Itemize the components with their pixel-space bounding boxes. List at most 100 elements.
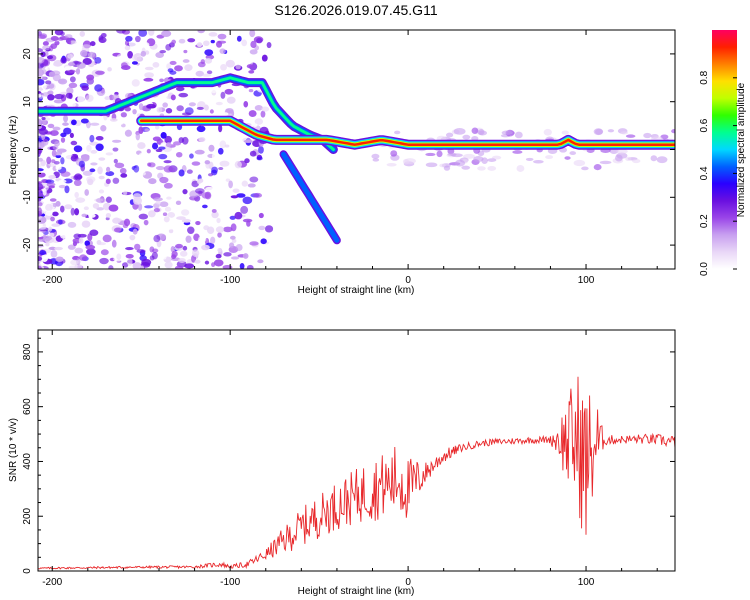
noise-speckle xyxy=(82,57,92,65)
noise-speckle xyxy=(164,261,173,269)
noise-speckle xyxy=(181,112,192,116)
noise-speckle xyxy=(178,169,185,177)
noise-speckle xyxy=(89,122,100,126)
noise-speckle xyxy=(462,134,471,140)
noise-speckle xyxy=(206,70,213,75)
noise-speckle xyxy=(79,254,88,261)
noise-speckle xyxy=(52,203,57,208)
noise-speckle xyxy=(99,257,109,265)
noise-speckle xyxy=(135,35,141,43)
noise-speckle xyxy=(77,233,87,238)
noise-speckle xyxy=(247,183,256,188)
noise-speckle xyxy=(261,106,270,112)
trace-main xyxy=(139,119,675,146)
noise-speckle xyxy=(95,136,104,141)
noise-speckle xyxy=(119,167,127,174)
noise-speckle xyxy=(146,148,151,154)
noise-speckle xyxy=(64,185,70,194)
noise-speckle xyxy=(55,165,62,170)
x-tick-label: -100 xyxy=(220,577,240,588)
noise-speckle xyxy=(148,162,156,168)
noise-speckle xyxy=(116,253,122,260)
noise-speckle xyxy=(124,106,131,112)
noise-speckle xyxy=(113,158,118,164)
noise-speckle xyxy=(162,102,168,108)
noise-speckle xyxy=(244,158,250,164)
noise-speckle xyxy=(92,30,101,38)
noise-speckle xyxy=(218,124,223,133)
noise-speckle xyxy=(228,180,233,189)
noise-speckle xyxy=(73,179,82,187)
noise-speckle xyxy=(112,177,120,184)
noise-speckle xyxy=(215,226,225,233)
y-tick-label: 800 xyxy=(22,343,33,360)
noise-speckle xyxy=(153,234,161,243)
noise-speckle xyxy=(240,205,249,214)
noise-speckle xyxy=(593,164,602,171)
noise-speckle xyxy=(222,112,229,116)
spectrogram-frame xyxy=(37,29,676,270)
noise-speckle xyxy=(155,52,165,59)
noise-speckle xyxy=(196,125,206,133)
noise-speckle xyxy=(256,37,263,44)
noise-speckle xyxy=(211,211,219,219)
noise-speckle xyxy=(171,39,177,45)
noise-speckle xyxy=(105,213,112,218)
noise-speckle xyxy=(260,110,266,118)
noise-speckle xyxy=(196,42,203,48)
noise-speckle xyxy=(215,253,222,259)
noise-speckle xyxy=(60,171,71,177)
noise-speckle xyxy=(63,127,72,135)
noise-speckle xyxy=(42,69,47,75)
y-tick-label: -20 xyxy=(22,237,33,252)
noise-speckle xyxy=(50,216,55,222)
noise-speckle xyxy=(148,210,156,218)
snr-axes: -200 -100 0 100 0 200 400 600 800 xyxy=(22,330,675,588)
noise-speckle xyxy=(80,49,88,57)
noise-speckle xyxy=(197,235,207,243)
noise-speckle xyxy=(47,123,55,129)
noise-speckle xyxy=(96,45,102,52)
noise-speckle xyxy=(67,69,76,74)
noise-speckle xyxy=(514,131,523,139)
noise-speckle xyxy=(224,88,234,95)
noise-speckle xyxy=(234,211,243,220)
noise-speckle xyxy=(178,257,186,263)
y-tick-label: -10 xyxy=(22,190,33,205)
noise-speckle xyxy=(616,149,628,154)
noise-speckle xyxy=(625,156,632,161)
noise-speckle xyxy=(246,264,254,269)
colorbar: 0.0 0.2 0.4 0.6 0.8 Normalized spectral ampl… xyxy=(699,30,747,276)
noise-speckle xyxy=(136,249,146,254)
noise-speckle xyxy=(194,259,201,264)
noise-speckle xyxy=(84,240,91,247)
y-tick-label: 0 xyxy=(22,568,33,574)
noise-speckle xyxy=(167,211,176,218)
noise-speckle xyxy=(76,174,83,180)
noise-speckle xyxy=(160,132,167,139)
noise-speckle xyxy=(40,141,46,148)
noise-speckle xyxy=(219,48,226,54)
noise-speckle xyxy=(250,40,257,49)
noise-speckle xyxy=(109,118,118,122)
noise-speckle xyxy=(371,153,380,159)
noise-speckle xyxy=(155,165,165,171)
noise-speckle xyxy=(105,152,114,156)
noise-speckle xyxy=(55,256,64,262)
noise-speckle xyxy=(38,157,43,162)
noise-speckle xyxy=(172,141,182,146)
noise-speckle xyxy=(60,57,67,64)
noise-speckle xyxy=(436,135,446,141)
noise-speckle xyxy=(215,101,223,106)
noise-speckle xyxy=(266,41,272,49)
noise-speckle xyxy=(131,79,140,87)
noise-speckle xyxy=(487,166,497,171)
noise-speckle xyxy=(68,82,78,89)
noise-speckle xyxy=(69,40,77,45)
noise-speckle xyxy=(153,207,160,213)
noise-speckle xyxy=(201,73,212,77)
noise-speckle xyxy=(248,70,255,74)
noise-speckle xyxy=(45,203,53,212)
noise-speckle xyxy=(168,228,174,234)
noise-speckle xyxy=(194,149,205,155)
